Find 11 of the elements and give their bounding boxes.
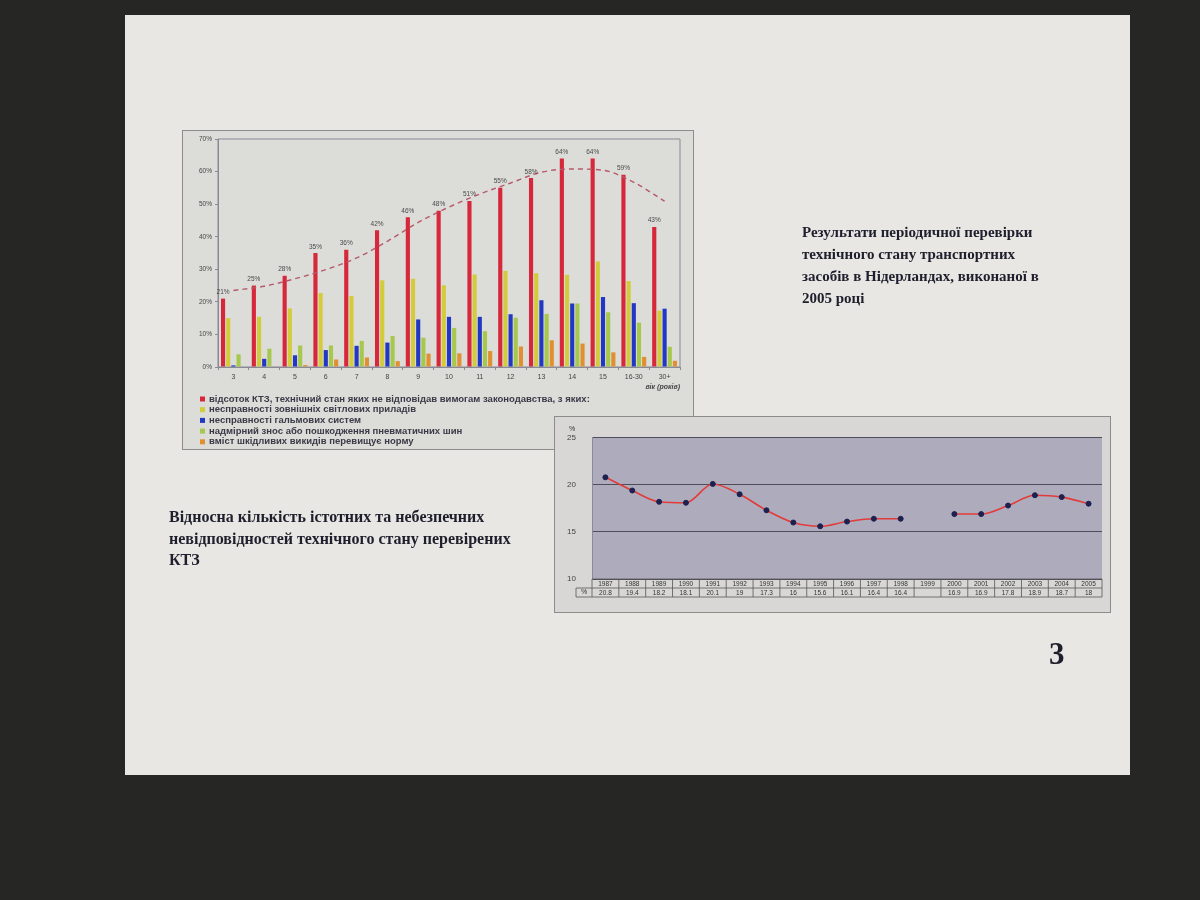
legend-label: несправності зовнішніх світлових приладів xyxy=(209,403,417,415)
legend-label: відсоток КТЗ, технічний стан яких не відповідав вимогам законодавства, з яких: xyxy=(209,392,590,404)
y-tick-label: 20 xyxy=(567,480,577,490)
legend-label: надмірний знос або пошкодження пневматичних шин xyxy=(209,424,463,436)
text: Результати періодичної перевірки технічного стану транспортних засобів в Нідерландах, виконаної в 2005 році xyxy=(802,223,1040,308)
text: Відносна кількість істотних та небезпечних невідповідностей технічного стану перевірених КТЗ xyxy=(169,507,512,570)
text: 3 xyxy=(1049,636,1065,671)
y-tick-label: 25 xyxy=(567,433,577,442)
legend-label: вміст шкідливих викидів перевищує норму xyxy=(209,435,415,447)
y-tick-label: 15 xyxy=(567,527,577,537)
legend-label: несправності гальмових систем xyxy=(209,414,362,426)
